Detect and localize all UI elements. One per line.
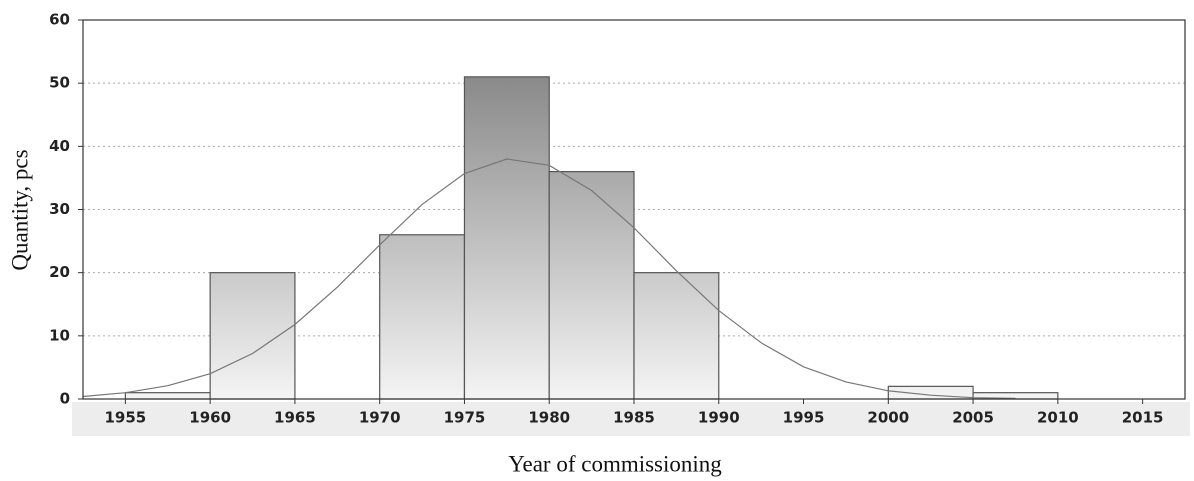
- bar: [209, 272, 296, 400]
- y-tick-label: 0: [60, 390, 70, 408]
- x-tick-label: 1985: [613, 409, 655, 427]
- y-tick-label: 50: [49, 74, 70, 92]
- x-axis-band: [72, 402, 1190, 436]
- x-tick-label: 1970: [359, 409, 401, 427]
- bar: [463, 76, 550, 400]
- y-tick-label: 10: [49, 326, 70, 344]
- bar: [124, 392, 211, 400]
- x-tick-label: 2005: [952, 409, 994, 427]
- x-tick-label: 2010: [1037, 409, 1079, 427]
- x-tick-label: 1965: [274, 409, 316, 427]
- x-tick-label: 1990: [698, 409, 740, 427]
- bar: [379, 234, 466, 400]
- y-tick-label: 60: [49, 11, 70, 29]
- x-tick-label: 1960: [189, 409, 231, 427]
- x-tick-label: 1955: [105, 409, 147, 427]
- y-axis-title: Quantity, pcs: [7, 149, 32, 270]
- fit-curve: [82, 158, 1016, 399]
- x-tick-label: 1995: [783, 409, 825, 427]
- y-tick-label: 20: [49, 263, 70, 281]
- bar: [548, 171, 635, 400]
- y-tick-label: 30: [49, 200, 70, 218]
- x-tick-label: 2015: [1122, 409, 1164, 427]
- x-tick-label: 2000: [867, 409, 909, 427]
- x-axis-title: Year of commissioning: [508, 451, 722, 476]
- x-tick-label: 1980: [528, 409, 570, 427]
- y-tick-label: 40: [49, 137, 70, 155]
- x-tick-label: 1975: [444, 409, 486, 427]
- bar: [633, 272, 720, 400]
- plot-frame: [82, 19, 1186, 400]
